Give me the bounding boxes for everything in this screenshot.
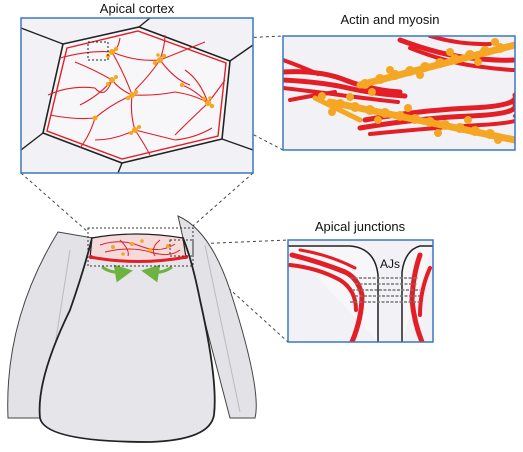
apical-myosin (111, 239, 170, 256)
connector-cortex-right (185, 172, 254, 233)
actin-myosin-frame (282, 35, 516, 151)
myosin-foci (157, 57, 163, 63)
cell-body (38, 237, 216, 443)
myosin-foci (132, 127, 138, 133)
ajs-label: AJs (380, 257, 400, 271)
junction-zoom-box (169, 239, 194, 257)
cortical-actin-ring (46, 30, 227, 160)
myosin-foci (109, 77, 115, 83)
actin-myosin-label: Actin and myosin (341, 12, 440, 27)
apical-actin-belt (89, 255, 188, 263)
cortex-zoom-box (87, 41, 109, 61)
apical-cortex-frame (20, 17, 254, 174)
actin-myosin-panel: Actin and myosin (282, 12, 516, 151)
connector-cortex-left (20, 172, 89, 233)
left-neighbor-cell (7, 231, 94, 419)
right-cell-membrane (401, 245, 433, 342)
connector-junction-top (192, 239, 289, 245)
myosin-clusters (92, 46, 215, 135)
apical-surface (89, 233, 187, 262)
apical-cortex-label: Apical cortex (100, 1, 175, 16)
apical-junctions-panel: Apical junctions AJs (287, 219, 434, 343)
myosin-heads (318, 38, 505, 144)
apical-junctions-frame (287, 239, 434, 343)
constriction-arrow-right (141, 264, 173, 283)
right-neighbor-cell (177, 215, 257, 419)
adherens-junction-complexes (350, 277, 420, 303)
constricting-cell (7, 215, 257, 443)
junctional-actin (288, 248, 432, 342)
constriction-arrow-left (101, 264, 133, 283)
myosin-foci (205, 100, 211, 106)
neighbor-cell-boundaries (21, 18, 253, 173)
apical-junctions-label: Apical junctions (315, 219, 406, 234)
myosin-foci (109, 49, 115, 55)
myosin-foci (129, 92, 135, 98)
apical-cortex-panel: Apical cortex (20, 1, 254, 174)
